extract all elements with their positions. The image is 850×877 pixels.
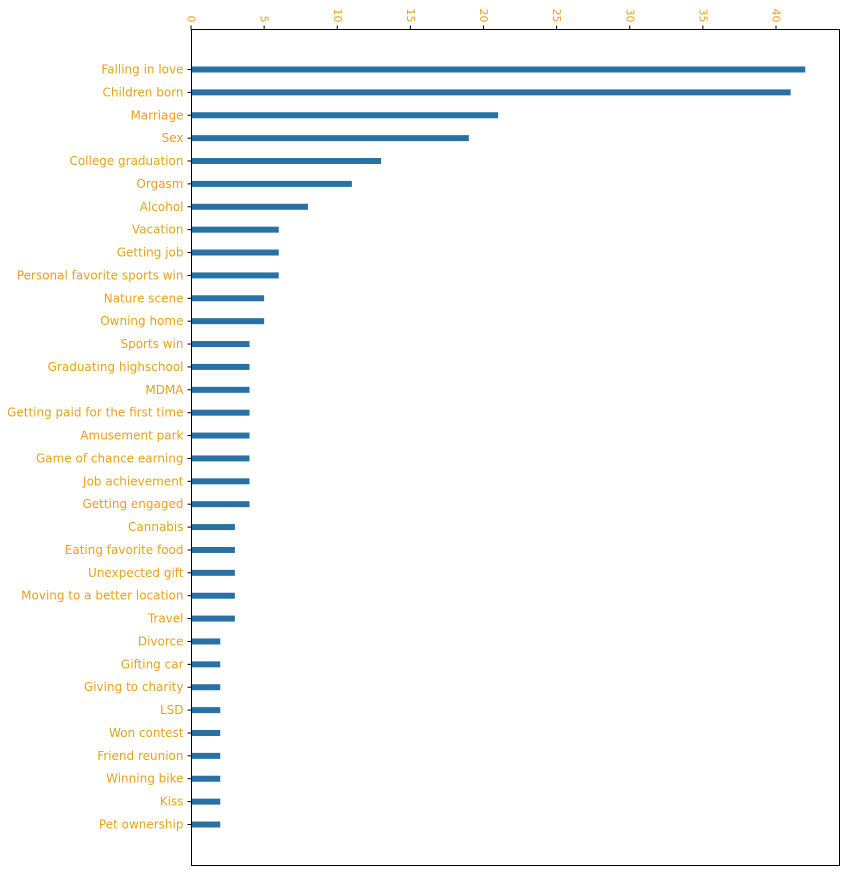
bar	[191, 615, 235, 622]
bar	[191, 546, 235, 553]
category-label: Amusement park	[80, 429, 183, 443]
x-tick-label: 10	[331, 9, 344, 23]
category-label: Getting paid for the first time	[7, 406, 183, 420]
category-label: Personal favorite sports win	[17, 268, 184, 282]
bar	[191, 501, 250, 508]
category-label: Children born	[102, 85, 183, 99]
category-label: Friend reunion	[97, 749, 183, 763]
x-tick-label: 5	[258, 16, 271, 23]
category-label: Gifting car	[121, 657, 184, 671]
category-label: College graduation	[69, 154, 183, 168]
category-label: Cannabis	[128, 520, 184, 534]
category-label: Kiss	[160, 795, 184, 809]
category-label: Getting job	[117, 246, 184, 260]
bar	[191, 180, 352, 187]
category-label: Graduating highschool	[48, 360, 184, 374]
plot-frame	[191, 29, 840, 866]
category-label: Won contest	[109, 726, 184, 740]
x-tick-label: 30	[623, 9, 636, 23]
bar	[191, 775, 221, 782]
bar	[191, 432, 250, 439]
bar	[191, 89, 791, 96]
category-label: Alcohol	[140, 200, 184, 214]
bar	[191, 112, 499, 119]
category-label: Sex	[162, 131, 184, 145]
bar	[191, 203, 308, 210]
bar	[191, 638, 221, 645]
category-label: Game of chance earning	[36, 451, 184, 465]
bars-group	[191, 66, 806, 828]
bar	[191, 821, 221, 828]
bar	[191, 409, 250, 416]
bar	[191, 707, 221, 714]
bar	[191, 66, 806, 73]
bar	[191, 158, 382, 165]
x-tick-label: 0	[185, 16, 198, 23]
category-label: Unexpected gift	[88, 566, 184, 580]
bar	[191, 363, 250, 370]
bar	[191, 752, 221, 759]
category-label: Getting engaged	[82, 497, 183, 511]
category-label: Falling in love	[101, 63, 183, 77]
x-tick-label: 35	[696, 9, 709, 23]
bar	[191, 295, 265, 302]
category-label: Owning home	[100, 314, 183, 328]
category-label: Pet ownership	[99, 818, 184, 832]
x-tick-label: 15	[404, 9, 417, 23]
category-labels: Falling in love Children born Marriage Sex C…	[7, 63, 192, 832]
category-label: Job achievement	[82, 474, 184, 488]
category-label: Travel	[147, 612, 184, 626]
category-label: Marriage	[130, 108, 183, 122]
bar	[191, 798, 221, 805]
bar	[191, 341, 250, 348]
x-tick-label: 40	[770, 9, 783, 23]
category-label: Orgasm	[136, 177, 183, 191]
bar	[191, 661, 221, 668]
category-label: Giving to charity	[84, 680, 184, 694]
category-label: LSD	[160, 703, 184, 717]
bar	[191, 455, 250, 462]
bar	[191, 729, 221, 736]
x-axis-ticks: 0 5 10 15 20 25 30 35 40	[185, 9, 783, 30]
bar	[191, 524, 235, 531]
bar	[191, 272, 279, 279]
category-label: Winning bike	[106, 772, 183, 786]
category-label: MDMA	[145, 383, 184, 397]
category-label: Divorce	[138, 634, 184, 648]
bar	[191, 684, 221, 691]
bar	[191, 478, 250, 485]
bar	[191, 249, 279, 256]
x-tick-label: 20	[477, 9, 490, 23]
category-label: Nature scene	[104, 291, 184, 305]
bar	[191, 592, 235, 599]
bar	[191, 226, 279, 233]
bar	[191, 318, 265, 325]
category-label: Moving to a better location	[21, 589, 183, 603]
bar	[191, 135, 469, 142]
category-label: Vacation	[132, 223, 184, 237]
category-label: Eating favorite food	[65, 543, 184, 557]
x-tick-label: 25	[550, 9, 563, 23]
bar	[191, 386, 250, 393]
bar	[191, 569, 235, 576]
category-label: Sports win	[120, 337, 183, 351]
